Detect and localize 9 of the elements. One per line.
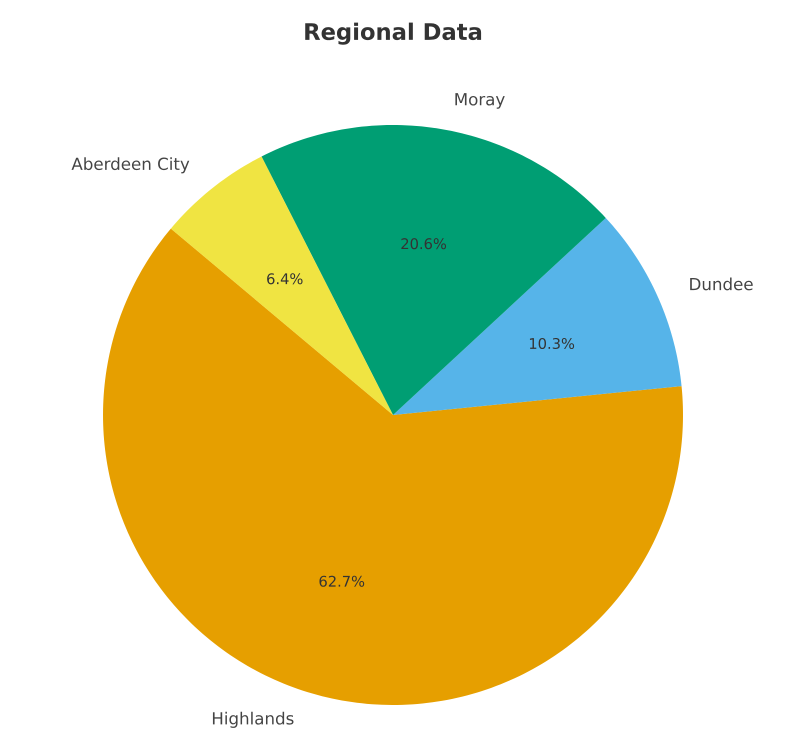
data-label: 6.4%: [267, 273, 303, 284]
data-label: 10.3%: [530, 338, 574, 350]
slice-label: Highlands: [212, 712, 294, 728]
data-label: 62.7%: [319, 576, 364, 587]
slice-label: Aberdeen City: [72, 157, 190, 174]
chart-title: Regional Data: [305, 22, 482, 45]
slice-label: Dundee: [690, 277, 753, 290]
data-label: 20.6%: [401, 238, 446, 250]
slice-label: Moray: [455, 93, 505, 109]
